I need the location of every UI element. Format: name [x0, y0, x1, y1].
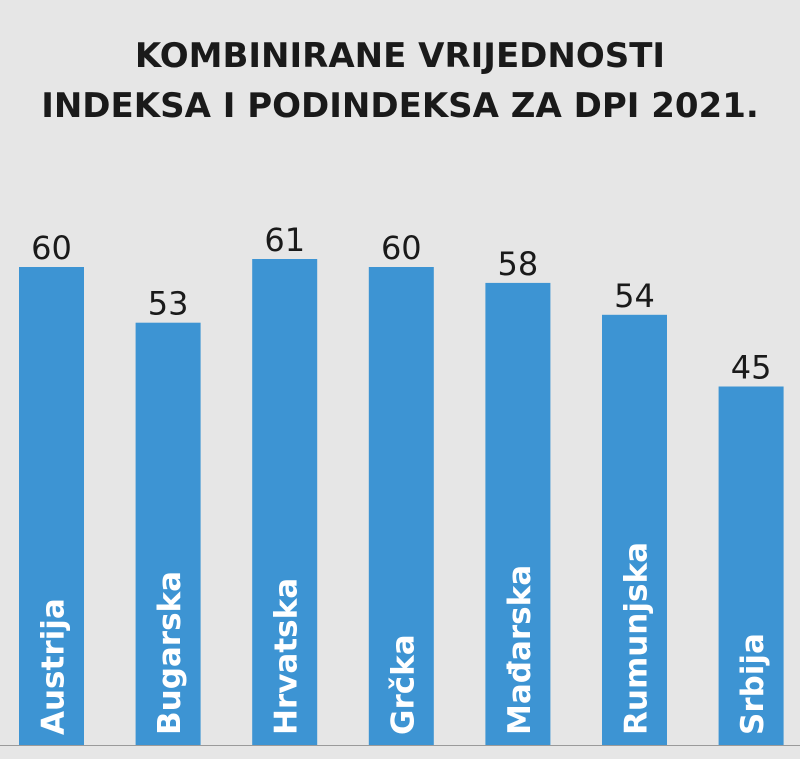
category-label-0: Austrija	[36, 598, 72, 735]
data-label-5: 54	[614, 277, 655, 315]
data-label-6: 45	[731, 349, 772, 387]
bar-4	[485, 282, 551, 745]
data-label-2: 61	[264, 221, 305, 259]
data-label-0: 60	[31, 229, 72, 267]
category-label-2: Hrvatska	[269, 578, 305, 735]
category-label-3: Grčka	[385, 634, 421, 735]
data-label-1: 53	[148, 285, 189, 323]
chart-title-line-2: INDEKSA I PODINDEKSA ZA DPI 2021.	[41, 86, 759, 126]
bar-0	[19, 267, 84, 745]
bar-6	[718, 386, 784, 745]
chart-title-line-1: KOMBINIRANE VRIJEDNOSTI	[134, 36, 666, 76]
bar-3	[368, 267, 434, 745]
category-label-6: Srbija	[735, 633, 771, 735]
bar-1	[135, 322, 201, 745]
data-label-4: 58	[498, 245, 539, 283]
category-label-1: Bugarska	[152, 571, 188, 735]
category-label-5: Rumunjska	[619, 542, 655, 735]
data-label-3: 60	[381, 229, 422, 267]
bar-2	[252, 259, 318, 745]
category-label-4: Mađarska	[502, 565, 538, 735]
bar-5	[602, 314, 667, 745]
